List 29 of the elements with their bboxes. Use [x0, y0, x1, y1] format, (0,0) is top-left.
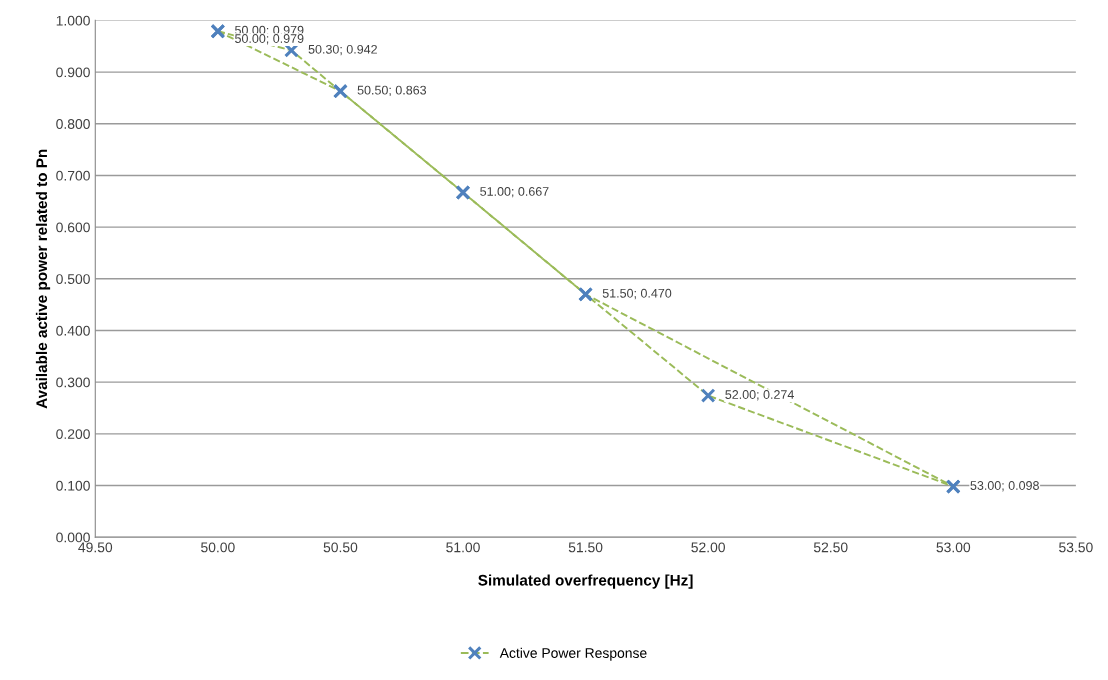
x-tick-label: 51.50 — [568, 542, 603, 553]
x-tick-label: 51.00 — [446, 542, 480, 553]
x-tick-label: 53.50 — [1059, 542, 1093, 553]
x-tick-label: 53.00 — [936, 542, 971, 553]
x-axis-title: Simulated overfrequency [Hz] — [478, 574, 693, 589]
y-axis-title: Available active power related to Pn — [35, 149, 51, 409]
y-tick-label: 0.800 — [56, 119, 90, 129]
y-tick-label: 0.400 — [56, 325, 90, 336]
legend-label: Active Power Response — [499, 647, 647, 661]
y-tick-label: 0.200 — [56, 429, 90, 440]
y-tick-label: 0.300 — [56, 377, 90, 388]
x-tick-label: 49.50 — [78, 542, 113, 553]
y-tick-label: 0.000 — [56, 532, 90, 543]
data-label: 50.30; 0.942 — [308, 44, 377, 56]
y-tick-label: 1.000 — [56, 15, 90, 26]
y-tick-label: 0.700 — [56, 170, 90, 181]
data-label: 51.00; 0.667 — [480, 187, 549, 198]
data-label: 51.50; 0.470 — [602, 288, 672, 300]
y-tick-label: 0.900 — [56, 67, 90, 78]
data-label: 52.00; 0.274 — [725, 390, 794, 401]
y-tick-label: 0.500 — [56, 274, 90, 284]
data-label: 53.00; 0.098 — [970, 481, 1039, 492]
x-tick-label: 50.50 — [323, 542, 358, 553]
x-tick-label: 52.50 — [813, 542, 848, 553]
y-tick-label: 0.100 — [56, 480, 90, 491]
data-label: 50.50; 0.863 — [357, 85, 427, 97]
y-tick-label: 0.600 — [56, 222, 90, 233]
x-tick-label: 50.00 — [201, 542, 235, 553]
x-tick-label: 52.00 — [691, 542, 725, 553]
